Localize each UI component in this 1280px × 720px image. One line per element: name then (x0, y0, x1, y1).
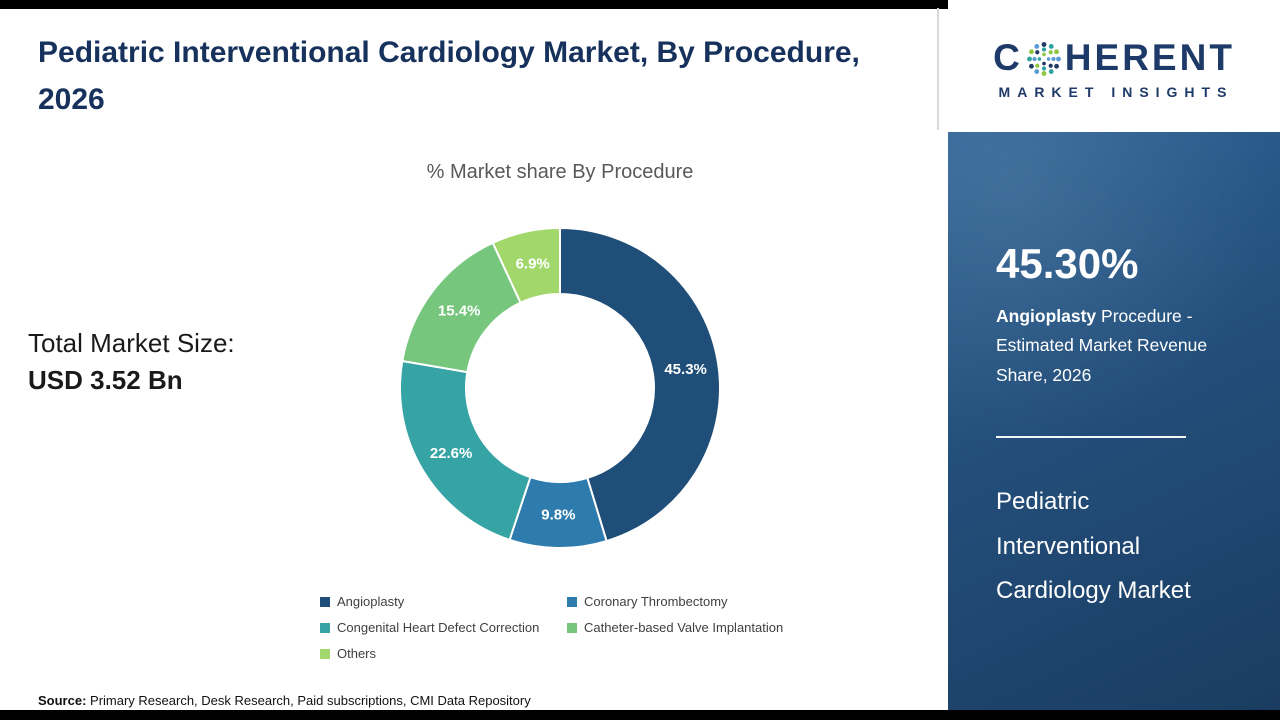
legend-swatch-icon (320, 622, 330, 633)
legend-label: Coronary Thrombectomy (584, 594, 728, 609)
total-market-size: Total Market Size: USD 3.52 Bn (28, 328, 235, 396)
panel-market-title: Pediatric Interventional Cardiology Mark… (996, 488, 1191, 604)
donut-segment (559, 226, 721, 543)
legend-label: Catheter-based Valve Implantation (584, 620, 784, 635)
legend-label: Congenital Heart Defect Correction (337, 620, 540, 635)
source-text: Primary Research, Desk Research, Paid su… (86, 693, 531, 708)
legend-swatch-icon (567, 622, 577, 633)
logo-divider-line (937, 8, 939, 130)
chart-legend: Angioplasty Coronary Thrombectomy Congenit… (320, 594, 840, 661)
donut-chart: 45.3% 9.8% 22.6% 15.4% 6.9% (390, 218, 730, 558)
legend-item: Catheter-based Valve Implantation (567, 620, 840, 635)
donut-value-label: 15.4% (438, 302, 481, 319)
stat-rest: Procedure - Estimated Market Revenue Sha… (996, 306, 1208, 385)
brand-letters-rest: HERENT (1064, 37, 1235, 78)
legend-swatch-icon (320, 648, 330, 659)
brand-logo: C HERENT MARKET INSIGHTS (948, 0, 1280, 132)
stat-description: Angioplasty Procedure - Estimated Market… (996, 302, 1238, 390)
legend-swatch-icon (320, 596, 330, 607)
legend-label: Angioplasty (337, 594, 405, 609)
donut-value-label: 6.9% (516, 255, 550, 272)
brand-letter-c: C (993, 37, 1023, 78)
stat-value: 45.30% (996, 240, 1139, 287)
donut-value-label: 9.8% (541, 506, 575, 523)
bottom-border-bar (0, 710, 1280, 720)
legend-item: Angioplasty (320, 594, 567, 609)
chart-title: % Market share By Procedure (426, 161, 694, 183)
panel-divider-line (996, 436, 1186, 439)
legend-swatch-icon (567, 596, 577, 607)
brand-tagline: MARKET INSIGHTS (998, 83, 1234, 100)
total-market-size-label: Total Market Size: (28, 328, 235, 358)
legend-item: Others (320, 646, 567, 661)
source-label: Source: (38, 693, 87, 708)
highlight-panel: 45.30% Angioplasty Procedure - Estimated… (948, 132, 1280, 710)
total-market-size-value: USD 3.52 Bn (28, 365, 183, 395)
source-note: Source: Primary Research, Desk Research,… (38, 693, 531, 708)
stat-highlight: Angioplasty (996, 306, 1097, 326)
legend-label: Others (337, 646, 377, 661)
legend-item: Coronary Thrombectomy (567, 594, 840, 609)
donut-value-label: 22.6% (430, 445, 473, 462)
page-title: Pediatric Interventional Cardiology Mark… (38, 36, 860, 116)
donut-segment (491, 226, 561, 305)
top-border-bar (0, 0, 948, 9)
donut-segment (399, 359, 532, 542)
brand-wordmark: C HERENT (993, 39, 1235, 77)
donut-chart-svg: 45.3% 9.8% 22.6% 15.4% 6.9% (399, 226, 721, 549)
legend-item: Congenital Heart Defect Correction (320, 620, 567, 635)
donut-value-label: 45.3% (664, 361, 707, 378)
coherent-globe-icon (1026, 41, 1061, 76)
